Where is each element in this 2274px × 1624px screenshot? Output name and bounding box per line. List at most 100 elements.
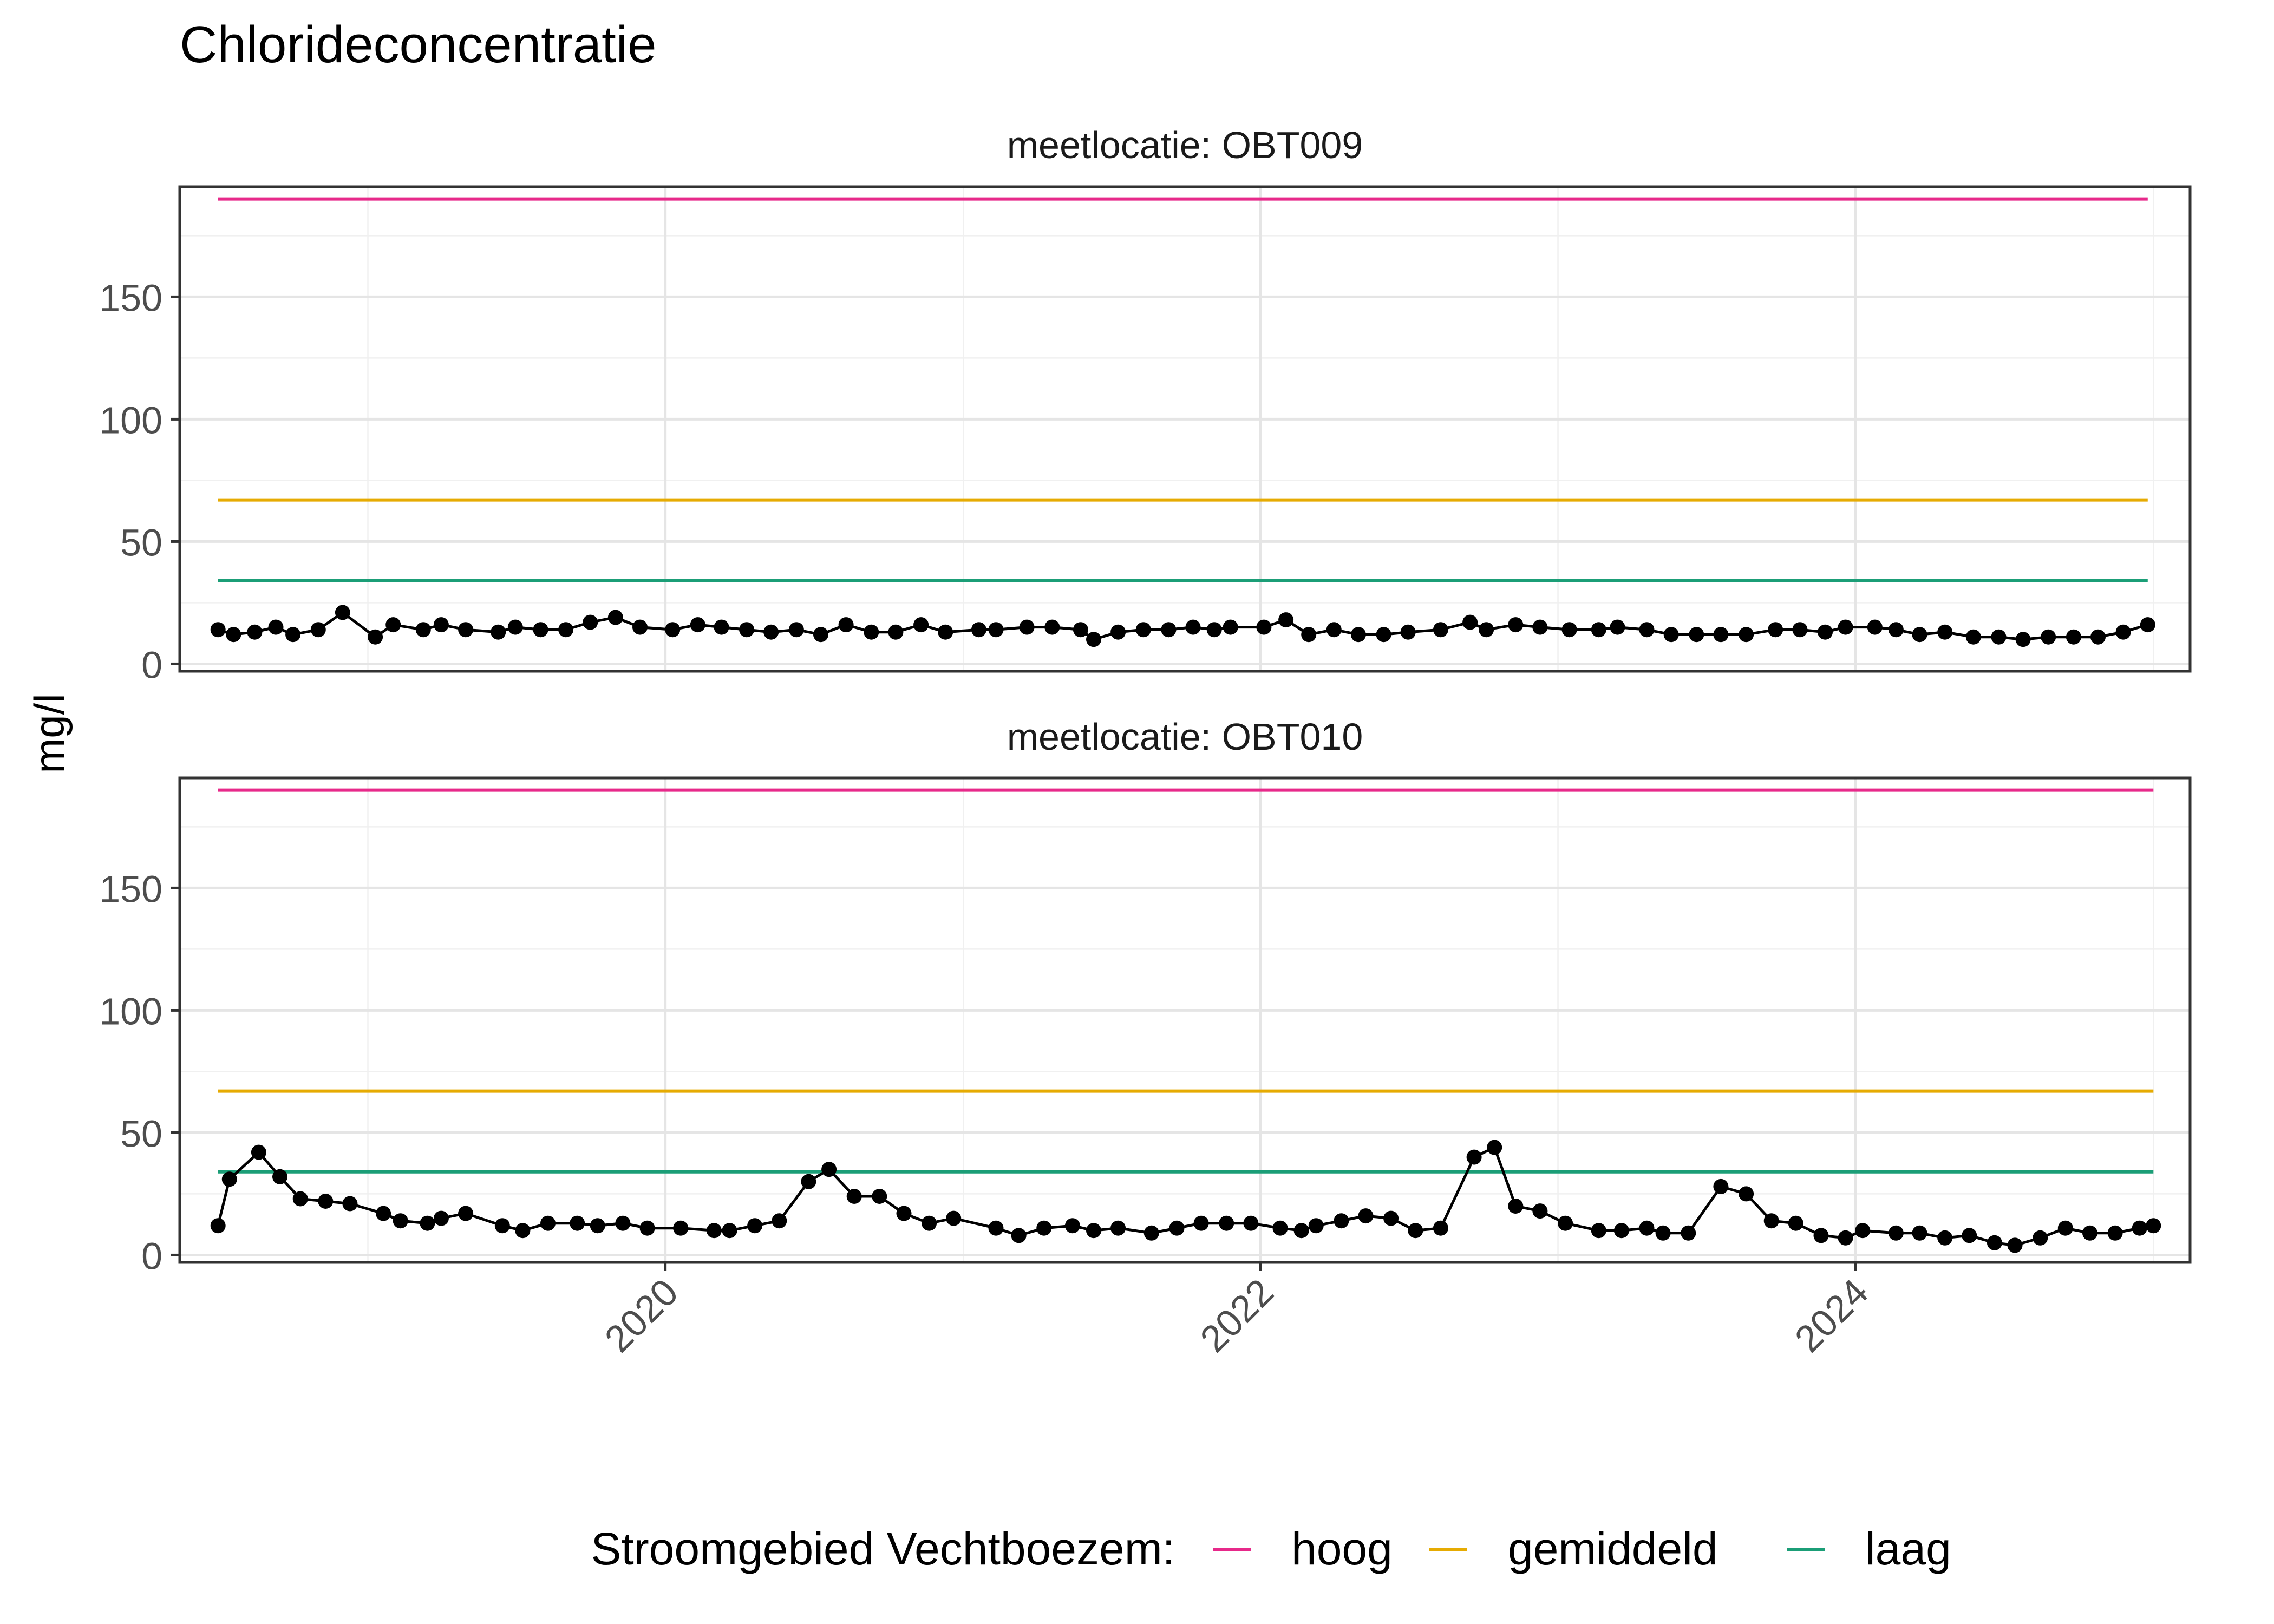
- data-point: [1937, 1230, 1953, 1246]
- data-point: [1591, 622, 1606, 638]
- data-point: [938, 624, 953, 640]
- data-point: [1788, 1215, 1803, 1231]
- y-tick-label: 150: [99, 277, 162, 319]
- data-point: [1991, 629, 2007, 645]
- data-point: [1376, 627, 1391, 643]
- data-point: [846, 1189, 862, 1204]
- data-point: [1185, 619, 1201, 635]
- legend-item-laag: laag: [1787, 1523, 1951, 1574]
- data-point: [533, 622, 548, 638]
- data-point: [1243, 1215, 1259, 1231]
- y-tick-label: 50: [120, 1112, 162, 1155]
- y-tick-label: 50: [120, 521, 162, 564]
- data-point: [590, 1218, 605, 1234]
- panel-background: [180, 778, 2190, 1262]
- data-point: [1161, 622, 1177, 638]
- data-point: [1135, 622, 1151, 638]
- data-point: [1466, 1149, 1482, 1165]
- data-point: [1639, 1220, 1655, 1236]
- data-point: [971, 622, 986, 638]
- data-point: [1867, 619, 1883, 635]
- data-point: [210, 1218, 226, 1234]
- data-point: [722, 1223, 737, 1239]
- data-point: [747, 1218, 763, 1234]
- data-point: [1508, 617, 1524, 633]
- data-point: [1937, 624, 1953, 640]
- data-point: [1400, 624, 1416, 640]
- chart-title: Chlorideconcentratie: [180, 16, 657, 74]
- data-point: [838, 617, 854, 633]
- data-point: [494, 1218, 510, 1234]
- data-point: [1965, 629, 1981, 645]
- data-point: [272, 1169, 287, 1184]
- data-point: [1792, 622, 1808, 638]
- y-tick-label: 100: [99, 399, 162, 441]
- data-point: [1358, 1208, 1374, 1224]
- data-point: [2146, 1218, 2161, 1234]
- data-point: [1962, 1228, 1977, 1243]
- data-point: [2115, 624, 2131, 640]
- data-point: [1987, 1235, 2002, 1250]
- data-point: [1073, 622, 1088, 638]
- data-point: [583, 614, 598, 630]
- data-point: [1206, 622, 1222, 638]
- data-point: [1663, 627, 1679, 643]
- data-point: [385, 617, 401, 633]
- data-point: [2007, 1237, 2023, 1253]
- data-point: [673, 1220, 689, 1236]
- data-point: [1739, 627, 1754, 643]
- data-point: [251, 1144, 266, 1160]
- data-point: [1408, 1223, 1423, 1239]
- data-point: [788, 622, 804, 638]
- data-point: [1639, 622, 1655, 638]
- legend-item-gemiddeld: gemiddeld: [1429, 1523, 1718, 1574]
- data-point: [1193, 1215, 1209, 1231]
- data-point: [570, 1215, 585, 1231]
- data-point: [1110, 1220, 1126, 1236]
- data-point: [1479, 622, 1494, 638]
- data-point: [1011, 1228, 1027, 1243]
- data-point: [285, 627, 301, 643]
- data-point: [2057, 1220, 2073, 1236]
- data-point: [2132, 1220, 2147, 1236]
- data-point: [1143, 1225, 1159, 1241]
- data-point: [1169, 1220, 1185, 1236]
- legend-label-hoog: hoog: [1291, 1523, 1393, 1574]
- data-point: [376, 1206, 391, 1221]
- panel-border: [178, 776, 2192, 1264]
- legend-items: hoog gemiddeld laag: [1213, 1523, 1951, 1574]
- data-point: [1681, 1225, 1696, 1241]
- data-point: [1912, 627, 1927, 643]
- data-point: [1532, 619, 1548, 635]
- data-point: [1713, 1178, 1729, 1194]
- data-point: [2015, 632, 2031, 647]
- data-point: [896, 1206, 912, 1221]
- data-point: [368, 629, 383, 645]
- panel-obt009: 0 50 100 150 meetlocatie: OBT009: [99, 124, 2192, 686]
- data-point: [988, 622, 1004, 638]
- data-point: [221, 1171, 237, 1187]
- facet-strip-label: meetlocatie: OBT010: [1007, 716, 1363, 758]
- data-point: [393, 1213, 408, 1229]
- data-point: [1334, 1213, 1349, 1229]
- data-point: [1301, 627, 1317, 643]
- data-point: [1739, 1186, 1754, 1202]
- data-point: [813, 627, 828, 643]
- data-point: [690, 617, 705, 633]
- data-point: [864, 624, 879, 640]
- data-point: [335, 605, 350, 620]
- data-point: [1462, 614, 1478, 630]
- data-point: [2041, 629, 2056, 645]
- data-point: [946, 1210, 962, 1226]
- data-point: [1888, 622, 1904, 638]
- data-point: [458, 622, 474, 638]
- data-point: [1433, 622, 1448, 638]
- data-point: [1272, 1220, 1288, 1236]
- data-point: [632, 619, 648, 635]
- data-point: [615, 1215, 631, 1231]
- data-point: [1110, 624, 1126, 640]
- data-point: [1689, 627, 1704, 643]
- data-point: [706, 1223, 722, 1239]
- data-point: [2082, 1225, 2097, 1241]
